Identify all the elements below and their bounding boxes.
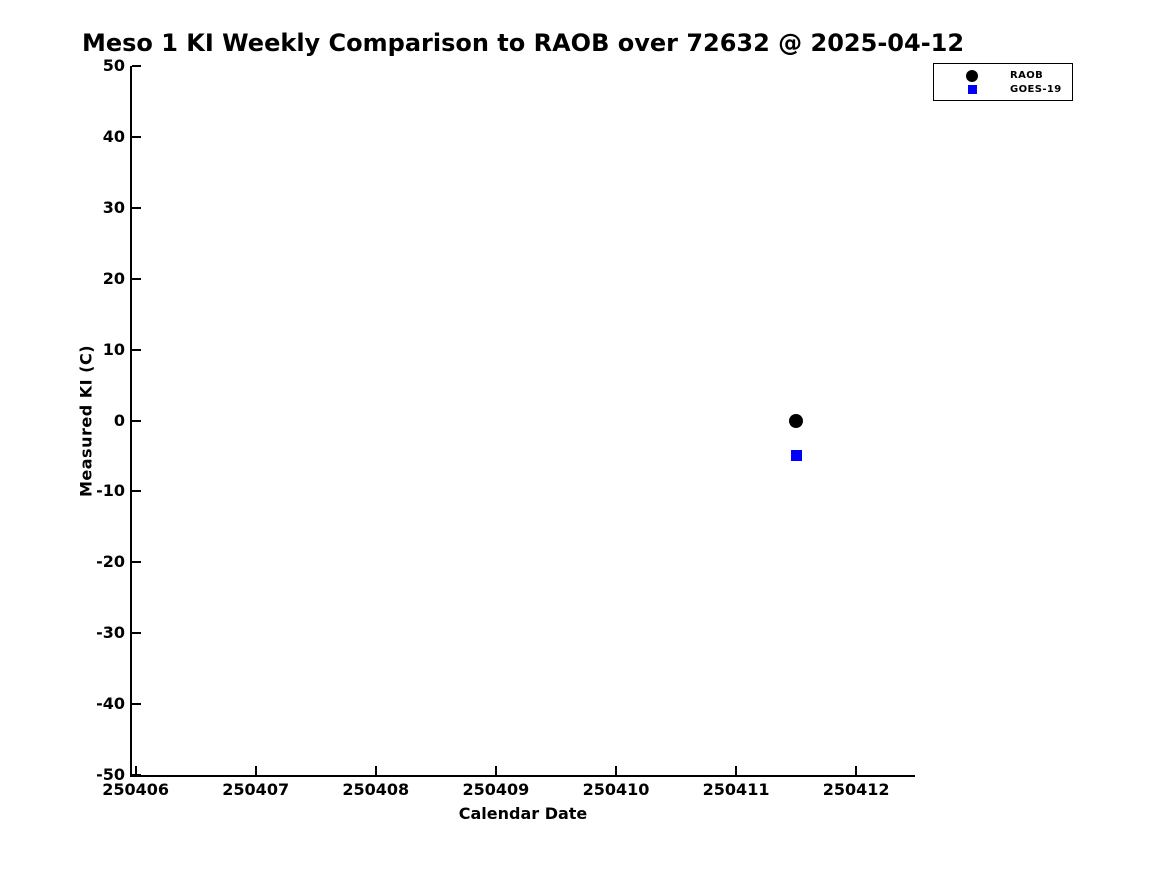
x-tick-mark [614, 766, 617, 775]
x-axis-line [130, 775, 915, 777]
legend-circle-icon [966, 69, 978, 82]
y-tick-label: 20 [102, 268, 125, 288]
y-axis-line [130, 66, 132, 777]
x-tick-mark [735, 766, 738, 775]
x-tick-mark [134, 766, 137, 775]
legend-item-raob: RAOB [934, 69, 1072, 83]
y-tick-mark [132, 277, 141, 280]
y-tick-label: -30 [96, 623, 125, 643]
x-tick-mark [374, 766, 377, 775]
y-tick-mark [132, 135, 141, 138]
y-tick-label: -10 [96, 481, 125, 501]
y-tick-label: -50 [96, 765, 125, 784]
data-point-goes-19 [790, 450, 802, 462]
x-tick-mark [254, 766, 257, 775]
x-axis-label: Calendar Date [458, 804, 588, 823]
y-tick-label: 40 [102, 126, 125, 146]
x-tick-label: 250407 [222, 780, 290, 799]
legend-label: GOES-19 [1010, 83, 1062, 95]
chart-title: Meso 1 KI Weekly Comparison to RAOB over… [81, 29, 965, 57]
legend-label: RAOB [1010, 69, 1044, 81]
y-tick-mark [132, 703, 141, 706]
plot-area: 250406 250407 250408 250409 250410 250411 2504… [96, 56, 915, 799]
legend-square-icon [968, 85, 977, 94]
y-tick-label: 10 [102, 339, 125, 359]
x-tick-label: 250406 [102, 780, 169, 799]
x-tick-label: 250408 [342, 780, 410, 799]
legend-item-goes-19: GOES-19 [934, 83, 1072, 97]
x-tick-label: 250411 [702, 780, 770, 799]
y-tick-label: -40 [96, 694, 125, 714]
y-tick-mark [132, 206, 141, 209]
y-tick-mark [132, 65, 141, 67]
y-tick-mark [132, 561, 141, 564]
x-tick-label: 250412 [822, 780, 890, 799]
data-point-raob [789, 413, 804, 428]
x-tick-mark [494, 766, 497, 775]
legend: RAOB GOES-19 [933, 63, 1073, 101]
y-tick-label: 50 [102, 56, 125, 75]
y-tick-mark [132, 348, 141, 351]
y-tick-label: 30 [102, 197, 125, 217]
y-tick-label: -20 [96, 552, 125, 572]
x-tick-mark [855, 766, 858, 775]
y-tick-label: 0 [113, 410, 125, 430]
y-tick-mark [132, 490, 141, 493]
y-tick-mark [132, 419, 141, 422]
x-tick-label: 250410 [582, 780, 650, 799]
x-tick-label: 250409 [462, 780, 530, 799]
y-tick-mark [132, 632, 141, 635]
y-tick-mark [132, 774, 141, 776]
